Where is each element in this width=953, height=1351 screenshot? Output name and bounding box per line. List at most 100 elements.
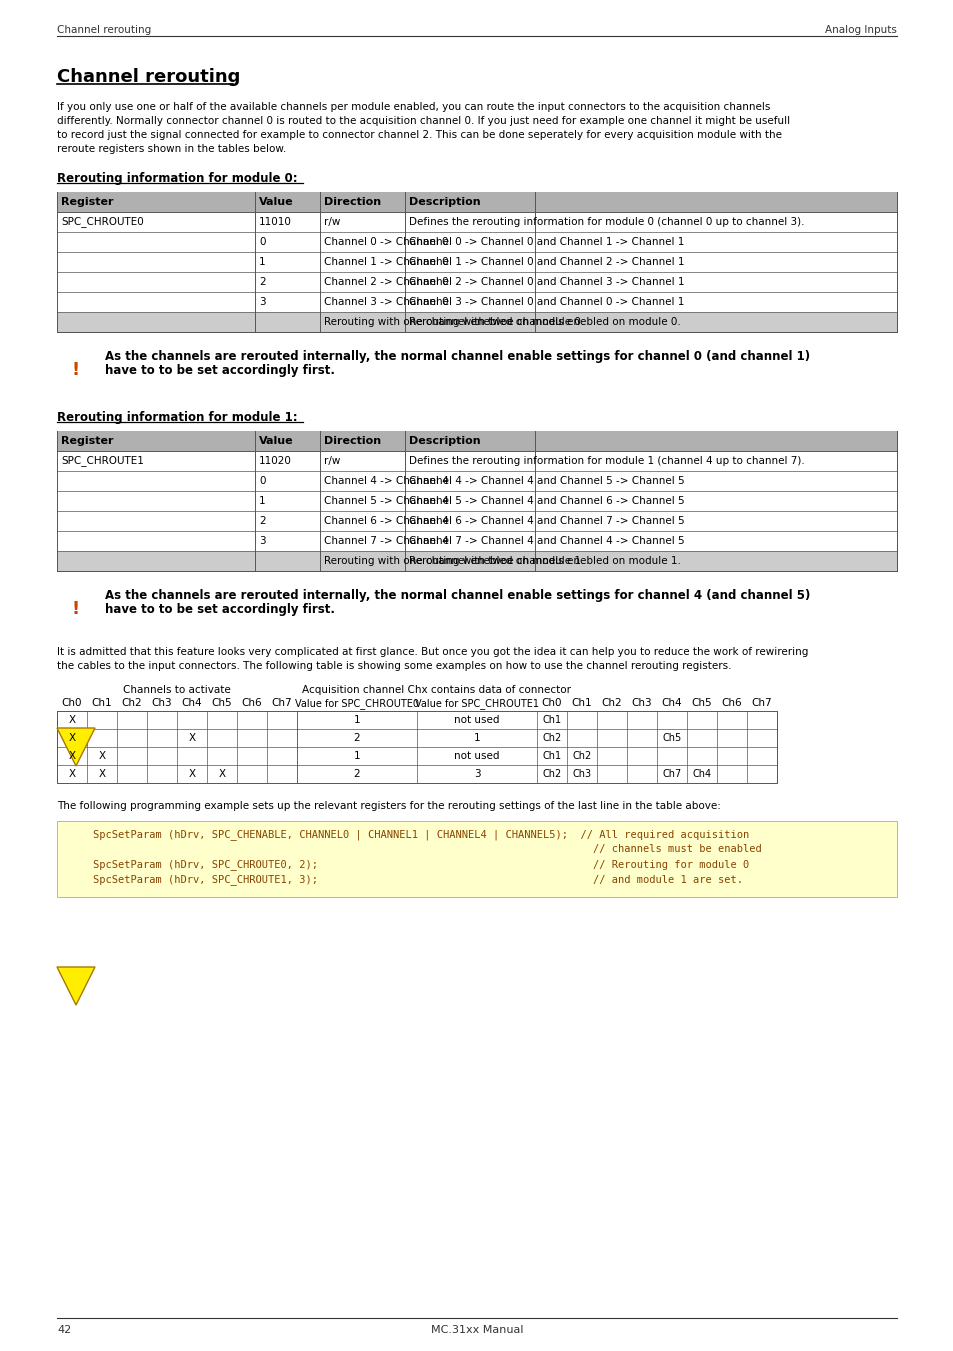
Text: 0: 0 — [258, 236, 265, 247]
Text: !: ! — [71, 361, 80, 378]
Text: Ch5: Ch5 — [691, 698, 712, 708]
Text: 11020: 11020 — [258, 457, 292, 466]
Polygon shape — [57, 967, 95, 1005]
Text: Ch5: Ch5 — [212, 698, 233, 708]
Text: Value for SPC_CHROUTE0: Value for SPC_CHROUTE0 — [294, 698, 418, 709]
Text: X: X — [69, 751, 75, 761]
Text: 3: 3 — [258, 297, 265, 307]
Bar — [57, 531, 896, 551]
Bar — [57, 192, 896, 332]
Text: Ch3: Ch3 — [631, 698, 652, 708]
Text: Rerouting with twoe channels enebled on module 0.: Rerouting with twoe channels enebled on … — [409, 317, 680, 327]
Bar — [57, 821, 896, 897]
Text: Ch1: Ch1 — [542, 751, 561, 761]
Text: 2: 2 — [354, 734, 360, 743]
Text: Ch1: Ch1 — [91, 698, 112, 708]
Bar — [57, 212, 896, 232]
Text: Rerouting with one channel enebled on module 1.: Rerouting with one channel enebled on mo… — [324, 557, 584, 566]
Text: Channel 0 -> Channel 0: Channel 0 -> Channel 0 — [324, 236, 448, 247]
Text: not used: not used — [454, 751, 499, 761]
Text: Ch6: Ch6 — [720, 698, 741, 708]
Text: Ch5: Ch5 — [661, 734, 680, 743]
Text: Ch2: Ch2 — [572, 751, 591, 761]
Bar — [57, 551, 896, 571]
Text: Channel 1 -> Channel 0 and Channel 2 -> Channel 1: Channel 1 -> Channel 0 and Channel 2 -> … — [409, 257, 684, 267]
Text: X: X — [189, 734, 195, 743]
Text: Analog Inputs: Analog Inputs — [824, 26, 896, 35]
Text: X: X — [218, 769, 225, 780]
Text: Channel 7 -> Channel 4: Channel 7 -> Channel 4 — [324, 536, 448, 546]
Text: SpcSetParam (hDrv, SPC_CHROUTE1, 3);                                            : SpcSetParam (hDrv, SPC_CHROUTE1, 3); — [68, 874, 742, 885]
Text: Description: Description — [409, 436, 480, 446]
Text: Rerouting information for module 0:: Rerouting information for module 0: — [57, 172, 297, 185]
Polygon shape — [57, 728, 95, 766]
Bar — [57, 490, 896, 511]
Text: have to to be set accordingly first.: have to to be set accordingly first. — [105, 363, 335, 377]
Text: If you only use one or half of the available channels per module enabled, you ca: If you only use one or half of the avail… — [57, 101, 770, 112]
Text: X: X — [98, 769, 106, 780]
Text: Ch2: Ch2 — [542, 734, 561, 743]
Bar — [57, 431, 896, 451]
Bar — [57, 431, 896, 571]
Text: have to to be set accordingly first.: have to to be set accordingly first. — [105, 603, 335, 616]
Text: Channel 1 -> Channel 0: Channel 1 -> Channel 0 — [324, 257, 448, 267]
Text: SpcSetParam (hDrv, SPC_CHENABLE, CHANNEL0 | CHANNEL1 | CHANNEL4 | CHANNEL5);  //: SpcSetParam (hDrv, SPC_CHENABLE, CHANNEL… — [68, 830, 748, 840]
Text: Value for SPC_CHROUTE1: Value for SPC_CHROUTE1 — [415, 698, 538, 709]
Text: Ch0: Ch0 — [541, 698, 561, 708]
Bar — [57, 192, 896, 212]
Text: 2: 2 — [258, 277, 265, 286]
Bar — [57, 471, 896, 490]
Text: not used: not used — [454, 715, 499, 725]
Text: Ch7: Ch7 — [661, 769, 680, 780]
Text: As the channels are rerouted internally, the normal channel enable settings for : As the channels are rerouted internally,… — [105, 350, 809, 363]
Text: Direction: Direction — [324, 436, 381, 446]
Text: Channel 7 -> Channel 4 and Channel 4 -> Channel 5: Channel 7 -> Channel 4 and Channel 4 -> … — [409, 536, 684, 546]
Text: 0: 0 — [258, 476, 265, 486]
Text: Ch3: Ch3 — [152, 698, 172, 708]
Text: Channel 6 -> Channel 4 and Channel 7 -> Channel 5: Channel 6 -> Channel 4 and Channel 7 -> … — [409, 516, 684, 526]
Text: 2: 2 — [354, 769, 360, 780]
Text: 2: 2 — [258, 516, 265, 526]
Text: The following programming example sets up the relevant registers for the rerouti: The following programming example sets u… — [57, 801, 720, 811]
Text: Ch0: Ch0 — [62, 698, 82, 708]
Text: SPC_CHROUTE0: SPC_CHROUTE0 — [61, 216, 144, 227]
Text: Channel 3 -> Channel 0: Channel 3 -> Channel 0 — [324, 297, 448, 307]
Text: Ch2: Ch2 — [542, 769, 561, 780]
Text: MC.31xx Manual: MC.31xx Manual — [431, 1325, 522, 1335]
Text: X: X — [69, 715, 75, 725]
Text: Ch1: Ch1 — [542, 715, 561, 725]
Text: Ch7: Ch7 — [272, 698, 292, 708]
Text: 11010: 11010 — [258, 218, 292, 227]
Text: Description: Description — [409, 197, 480, 207]
Text: the cables to the input connectors. The following table is showing some examples: the cables to the input connectors. The … — [57, 661, 731, 671]
Text: reroute registers shown in the tables below.: reroute registers shown in the tables be… — [57, 145, 286, 154]
Text: r/w: r/w — [324, 457, 340, 466]
Text: Direction: Direction — [324, 197, 381, 207]
Text: 1: 1 — [354, 715, 360, 725]
Text: Register: Register — [61, 197, 113, 207]
Text: It is admitted that this feature looks very complicated at first glance. But onc: It is admitted that this feature looks v… — [57, 647, 807, 657]
Bar — [57, 292, 896, 312]
Bar — [57, 711, 776, 784]
Text: SPC_CHROUTE1: SPC_CHROUTE1 — [61, 455, 144, 466]
Text: Channel 4 -> Channel 4 and Channel 5 -> Channel 5: Channel 4 -> Channel 4 and Channel 5 -> … — [409, 476, 684, 486]
Text: Acquisition channel Chx contains data of connector: Acquisition channel Chx contains data of… — [302, 685, 571, 694]
Bar — [57, 232, 896, 253]
Text: Defines the rerouting information for module 1 (channel 4 up to channel 7).: Defines the rerouting information for mo… — [409, 457, 804, 466]
Text: As the channels are rerouted internally, the normal channel enable settings for : As the channels are rerouted internally,… — [105, 589, 809, 603]
Text: Channel 2 -> Channel 0: Channel 2 -> Channel 0 — [324, 277, 448, 286]
Text: to record just the signal connected for example to connector channel 2. This can: to record just the signal connected for … — [57, 130, 781, 141]
Text: SpcSetParam (hDrv, SPC_CHROUTE0, 2);                                            : SpcSetParam (hDrv, SPC_CHROUTE0, 2); — [68, 859, 748, 870]
Text: Ch7: Ch7 — [751, 698, 772, 708]
Text: differently. Normally connector channel 0 is routed to the acquisition channel 0: differently. Normally connector channel … — [57, 116, 789, 126]
Text: Ch1: Ch1 — [571, 698, 592, 708]
Text: Register: Register — [61, 436, 113, 446]
Bar — [57, 451, 896, 471]
Text: !: ! — [71, 600, 80, 617]
Text: Value: Value — [258, 197, 294, 207]
Text: Channel rerouting: Channel rerouting — [57, 26, 152, 35]
Text: Value: Value — [258, 436, 294, 446]
Bar — [57, 511, 896, 531]
Text: 42: 42 — [57, 1325, 71, 1335]
Text: Defines the rerouting information for module 0 (channel 0 up to channel 3).: Defines the rerouting information for mo… — [409, 218, 803, 227]
